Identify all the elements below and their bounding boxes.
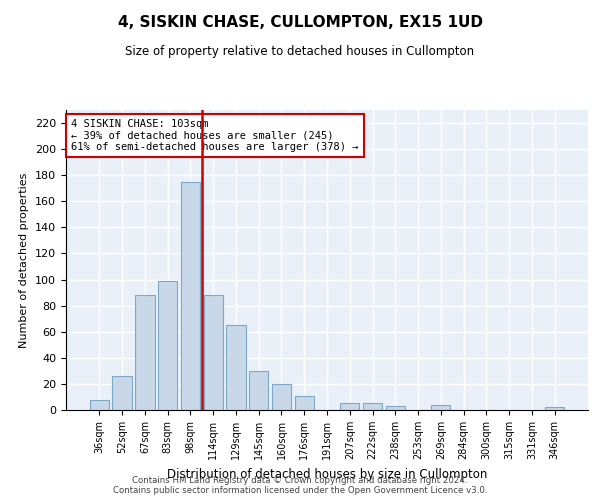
Bar <box>226 325 245 410</box>
X-axis label: Distribution of detached houses by size in Cullompton: Distribution of detached houses by size … <box>167 468 487 480</box>
Bar <box>386 406 405 410</box>
Bar <box>112 376 132 410</box>
Bar <box>431 405 451 410</box>
Text: 4, SISKIN CHASE, CULLOMPTON, EX15 1UD: 4, SISKIN CHASE, CULLOMPTON, EX15 1UD <box>118 15 482 30</box>
Bar <box>340 404 359 410</box>
Y-axis label: Number of detached properties: Number of detached properties <box>19 172 29 348</box>
Bar <box>545 408 564 410</box>
Bar <box>203 295 223 410</box>
Bar <box>158 281 178 410</box>
Bar <box>272 384 291 410</box>
Text: Contains HM Land Registry data © Crown copyright and database right 2024.
Contai: Contains HM Land Registry data © Crown c… <box>113 476 487 495</box>
Bar <box>295 396 314 410</box>
Bar <box>135 295 155 410</box>
Bar <box>249 371 268 410</box>
Text: 4 SISKIN CHASE: 103sqm
← 39% of detached houses are smaller (245)
61% of semi-de: 4 SISKIN CHASE: 103sqm ← 39% of detached… <box>71 119 359 152</box>
Bar <box>181 182 200 410</box>
Bar <box>90 400 109 410</box>
Bar <box>363 404 382 410</box>
Text: Size of property relative to detached houses in Cullompton: Size of property relative to detached ho… <box>125 45 475 58</box>
